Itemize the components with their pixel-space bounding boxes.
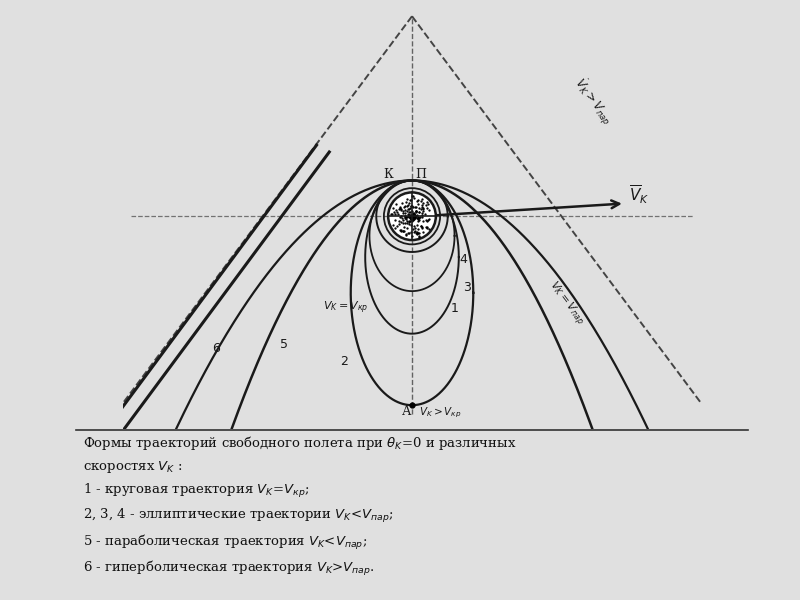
Text: 2: 2 <box>340 355 347 368</box>
Text: 3: 3 <box>463 281 471 294</box>
Text: А: А <box>402 406 411 418</box>
Text: 6: 6 <box>212 343 220 355</box>
Text: Формы траекторий свободного полета при $\theta_K$=0 и различных
скоростях $V_K$ : Формы траекторий свободного полета при $… <box>82 434 516 578</box>
Circle shape <box>388 193 436 240</box>
Text: К: К <box>383 168 394 181</box>
Text: $V_K{=}V_{пар}$: $V_K{=}V_{пар}$ <box>544 278 587 328</box>
Text: $\dot{V}_K > V_{пар}$: $\dot{V}_K > V_{пар}$ <box>570 74 618 129</box>
Text: $V_K{=}V_{кр}$: $V_K{=}V_{кр}$ <box>322 299 368 316</box>
Text: $\overline{V}_K$: $\overline{V}_K$ <box>629 183 650 206</box>
Text: П: П <box>415 168 426 181</box>
Text: 5: 5 <box>280 338 288 351</box>
Text: 4: 4 <box>460 253 467 266</box>
Text: 1: 1 <box>451 302 459 314</box>
Text: $V_K > V_{кр}$: $V_K > V_{кр}$ <box>419 406 462 420</box>
